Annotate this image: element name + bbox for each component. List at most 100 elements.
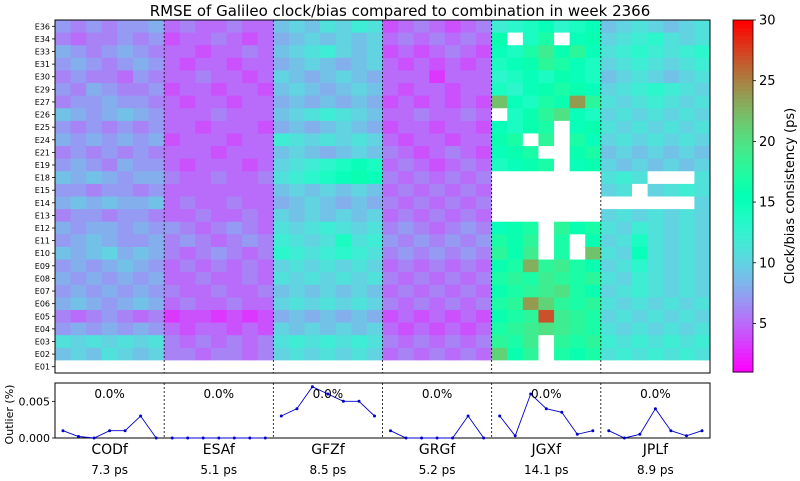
heatmap-cell xyxy=(616,234,633,248)
colorbar-segment xyxy=(733,59,753,64)
heatmap-cell xyxy=(678,322,695,336)
heatmap-cell xyxy=(366,209,383,223)
heatmap-cell xyxy=(632,171,649,185)
heatmap-cell xyxy=(476,246,493,260)
heatmap-cell xyxy=(335,171,352,185)
heatmap-cell xyxy=(398,70,415,84)
heatmap-cell xyxy=(616,120,633,134)
heatmap-cell xyxy=(663,284,680,298)
heatmap-cell xyxy=(117,70,134,84)
heatmap-cell xyxy=(647,272,664,286)
heatmap-cell xyxy=(413,246,430,260)
heatmap-cell xyxy=(398,183,415,197)
colorbar-segment xyxy=(733,156,753,162)
heatmap-cell xyxy=(242,183,259,197)
heatmap-cell xyxy=(413,196,430,210)
heatmap-cell xyxy=(444,221,461,235)
heatmap-cell xyxy=(351,83,368,97)
heatmap-cell xyxy=(351,70,368,84)
heatmap-cell xyxy=(382,20,399,34)
heatmap-cell xyxy=(179,83,196,97)
heatmap-cell xyxy=(585,284,602,298)
heatmap-cell xyxy=(600,183,617,197)
heatmap-cell xyxy=(678,246,695,260)
heatmap-cell xyxy=(569,183,586,197)
colorbar-segment xyxy=(733,262,753,267)
heatmap-cell xyxy=(86,171,103,185)
colorbar-segment xyxy=(733,31,753,37)
heatmap-cell xyxy=(86,246,103,260)
heatmap-cell xyxy=(242,221,259,235)
heatmap-cell xyxy=(164,171,181,185)
heatmap-cell xyxy=(429,133,446,147)
heatmap-cell xyxy=(382,108,399,122)
heatmap-cell xyxy=(55,309,71,323)
heatmap-cell xyxy=(444,347,461,361)
heatmap-cell xyxy=(663,133,680,147)
heatmap-cell xyxy=(366,196,383,210)
outlier-percent-label: 0.0% xyxy=(531,387,562,401)
heatmap-cell xyxy=(585,108,602,122)
heatmap-cell xyxy=(117,259,134,273)
heatmap-cell xyxy=(398,234,415,248)
heatmap-cell xyxy=(522,347,539,361)
heatmap-cell xyxy=(663,45,680,59)
heatmap-cell xyxy=(678,133,695,147)
heatmap-cell xyxy=(101,183,118,197)
heatmap-cell xyxy=(491,209,508,223)
heatmap-cell xyxy=(616,221,633,235)
heatmap-cell xyxy=(195,83,212,97)
heatmap-cell xyxy=(132,234,149,248)
heatmap-cell xyxy=(632,209,649,223)
heatmap-cell xyxy=(663,32,680,46)
heatmap-cell xyxy=(600,108,617,122)
heatmap-cell xyxy=(507,284,524,298)
heatmap-cell xyxy=(460,259,477,273)
heatmap-cell xyxy=(273,108,290,122)
heatmap-cell xyxy=(288,20,305,34)
heatmap-cell xyxy=(522,360,539,374)
heatmap-cell xyxy=(460,234,477,248)
heatmap-cell xyxy=(507,57,524,71)
heatmap-cell xyxy=(678,360,695,374)
heatmap-cell xyxy=(694,146,711,160)
heatmap-cell xyxy=(320,171,337,185)
heatmap-cell xyxy=(569,158,586,172)
heatmap-cell xyxy=(678,20,695,34)
heatmap-cell xyxy=(522,221,539,235)
heatmap-cell xyxy=(132,158,149,172)
heatmap-cell xyxy=(132,95,149,109)
heatmap-cell xyxy=(382,347,399,361)
heatmap-cell xyxy=(320,108,337,122)
heatmap-cell xyxy=(476,297,493,311)
heatmap-cell xyxy=(522,297,539,311)
heatmap-cell xyxy=(164,57,181,71)
heatmap-cell xyxy=(273,272,290,286)
heatmap-cell xyxy=(694,70,711,84)
heatmap-cell xyxy=(429,272,446,286)
heatmap-cell xyxy=(429,221,446,235)
heatmap-cell xyxy=(569,20,586,34)
center-name-label: GRGf xyxy=(419,442,456,458)
heatmap-cell xyxy=(335,284,352,298)
heatmap-cell xyxy=(164,209,181,223)
heatmap-cell xyxy=(476,95,493,109)
satellite-label: E03 xyxy=(35,337,50,346)
outlier-point xyxy=(685,434,688,438)
heatmap-cell xyxy=(257,234,274,248)
heatmap-cell xyxy=(351,146,368,160)
heatmap-cell xyxy=(273,335,290,349)
heatmap-cell xyxy=(444,171,461,185)
satellite-label: E27 xyxy=(35,98,50,107)
heatmap-cell xyxy=(460,196,477,210)
heatmap-cell xyxy=(288,57,305,71)
heatmap-cell xyxy=(694,309,711,323)
heatmap-cell xyxy=(382,196,399,210)
heatmap-cell xyxy=(101,133,118,147)
heatmap-cell xyxy=(70,259,87,273)
heatmap-cell xyxy=(210,209,227,223)
heatmap-cell xyxy=(522,246,539,260)
heatmap-cell xyxy=(444,133,461,147)
heatmap-cell xyxy=(366,83,383,97)
heatmap-cell xyxy=(476,196,493,210)
